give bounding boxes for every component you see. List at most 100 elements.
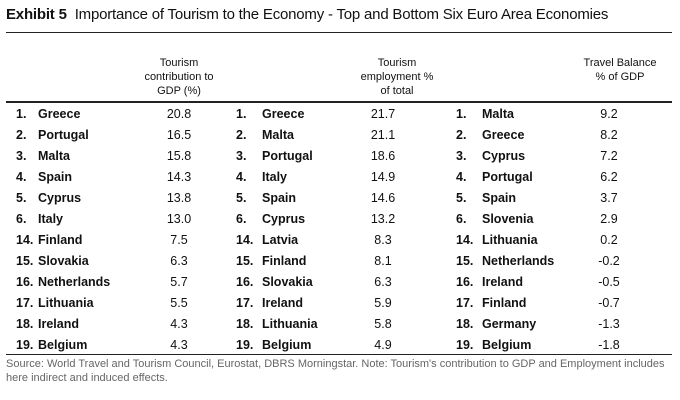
rank-cell: 3. xyxy=(456,149,467,163)
country-cell: Greece xyxy=(262,107,305,121)
country-cell: Spain xyxy=(262,191,297,205)
value-cell: 14.3 xyxy=(166,170,192,184)
value-cell: 21.1 xyxy=(370,128,396,142)
country-cell: Latvia xyxy=(262,233,299,247)
value-cell: 5.8 xyxy=(374,317,392,331)
value-cell: 5.9 xyxy=(374,296,392,310)
rank-cell: 2. xyxy=(456,128,467,142)
rank-cell: 18. xyxy=(16,317,34,331)
country-cell: Lithuania xyxy=(38,296,94,310)
value-cell: 7.2 xyxy=(600,149,618,163)
rank-cell: 6. xyxy=(456,212,467,226)
value-cell: -1.3 xyxy=(598,317,620,331)
value-cell: 20.8 xyxy=(166,107,192,121)
value-cell: 3.7 xyxy=(600,191,618,205)
table-row: 4. Spain 14.3 4. Italy 14.9 4. Portugal 6.2 xyxy=(6,167,672,188)
rank-cell: 18. xyxy=(456,317,474,331)
country-cell: Belgium xyxy=(262,338,312,352)
rank-cell: 4. xyxy=(16,170,27,184)
country-cell: Slovenia xyxy=(482,212,534,226)
country-cell: Ireland xyxy=(482,275,523,289)
table-row: 1. Greece 20.8 1. Greece 21.7 1. Malta 9.2 xyxy=(6,104,672,125)
country-cell: Finland xyxy=(482,296,527,310)
value-cell: 13.2 xyxy=(370,212,396,226)
rank-cell: 17. xyxy=(236,296,254,310)
table-row: 2. Portugal 16.5 2. Malta 21.1 2. Greece 8.2 xyxy=(6,125,672,146)
table-row: 19. Belgium 4.3 19. Belgium 4.9 19. Belgium -1.8 xyxy=(6,335,672,356)
country-cell: Netherlands xyxy=(38,275,111,289)
header-line: Tourism xyxy=(377,57,417,69)
title-text: Importance of Tourism to the Economy - T… xyxy=(74,6,609,23)
value-cell: 5.7 xyxy=(170,275,188,289)
value-cell: 4.3 xyxy=(170,338,188,352)
value-cell: 9.2 xyxy=(600,107,618,121)
value-cell: 14.9 xyxy=(370,170,396,184)
header-line: GDP (%) xyxy=(157,85,201,97)
value-cell: -0.2 xyxy=(598,254,620,268)
value-cell: 6.3 xyxy=(374,275,392,289)
table-row: 17. Lithuania 5.5 17. Ireland 5.9 17. Finland -0… xyxy=(6,293,672,314)
value-cell: 6.3 xyxy=(170,254,188,268)
table-row: 15. Slovakia 6.3 15. Finland 8.1 15. Netherland… xyxy=(6,251,672,272)
country-cell: Ireland xyxy=(262,296,303,310)
header-line: Tourism xyxy=(159,57,199,69)
country-cell: Slovakia xyxy=(262,275,313,289)
value-cell: 14.6 xyxy=(370,191,396,205)
column-header-employment: Tourism employment % of total xyxy=(334,56,460,98)
table-row: 18. Ireland 4.3 18. Lithuania 5.8 18. Germany -1… xyxy=(6,314,672,335)
country-cell: Ireland xyxy=(38,317,79,331)
value-cell: -0.7 xyxy=(598,296,620,310)
rank-cell: 16. xyxy=(456,275,474,289)
value-cell: 6.2 xyxy=(600,170,618,184)
rank-cell: 16. xyxy=(236,275,254,289)
country-cell: Slovakia xyxy=(38,254,89,268)
table-row: 14. Finland 7.5 14. Latvia 8.3 14. Lithuania 0.2 xyxy=(6,230,672,251)
country-cell: Cyprus xyxy=(482,149,526,163)
chart-title: Exhibit 5 Importance of Tourism to the Ec… xyxy=(6,6,674,23)
country-cell: Lithuania xyxy=(482,233,538,247)
country-cell: Belgium xyxy=(38,338,88,352)
rank-cell: 1. xyxy=(236,107,247,121)
rank-cell: 14. xyxy=(236,233,254,247)
country-cell: Malta xyxy=(262,128,294,142)
rank-cell: 15. xyxy=(456,254,474,268)
exhibit-label: Exhibit 5 xyxy=(6,6,67,23)
rank-cell: 15. xyxy=(16,254,34,268)
table-row: 6. Italy 13.0 6. Cyprus 13.2 6. Slovenia 2.9 xyxy=(6,209,672,230)
value-cell: 13.0 xyxy=(166,212,192,226)
country-cell: Spain xyxy=(482,191,517,205)
value-cell: -0.5 xyxy=(598,275,620,289)
country-cell: Italy xyxy=(262,170,288,184)
rank-cell: 19. xyxy=(16,338,34,352)
table-row: 16. Netherlands 5.7 16. Slovakia 6.3 16. Irelan… xyxy=(6,272,672,293)
rank-cell: 18. xyxy=(236,317,254,331)
rank-cell: 16. xyxy=(16,275,34,289)
country-cell: Malta xyxy=(482,107,514,121)
header-line: of total xyxy=(380,85,414,97)
value-cell: 0.2 xyxy=(600,233,618,247)
country-cell: Italy xyxy=(38,212,64,226)
value-cell: 13.8 xyxy=(166,191,192,205)
country-cell: Portugal xyxy=(482,170,533,184)
value-cell: 21.7 xyxy=(370,107,396,121)
rank-cell: 14. xyxy=(16,233,34,247)
country-cell: Portugal xyxy=(262,149,313,163)
value-cell: 8.1 xyxy=(374,254,392,268)
country-cell: Finland xyxy=(38,233,83,247)
table-row: 3. Malta 15.8 3. Portugal 18.6 3. Cyprus 7.2 xyxy=(6,146,672,167)
rank-cell: 2. xyxy=(236,128,247,142)
country-cell: Spain xyxy=(38,170,73,184)
column-header-gdp: Tourism contribution to GDP (%) xyxy=(118,56,240,98)
rank-cell: 14. xyxy=(456,233,474,247)
country-cell: Netherlands xyxy=(482,254,555,268)
bottom-rule xyxy=(6,354,672,355)
value-cell: 16.5 xyxy=(166,128,192,142)
country-cell: Finland xyxy=(262,254,307,268)
rank-cell: 4. xyxy=(456,170,467,184)
rank-cell: 19. xyxy=(456,338,474,352)
top-rule xyxy=(6,32,672,33)
rank-cell: 19. xyxy=(236,338,254,352)
header-rule xyxy=(6,101,672,103)
value-cell: 2.9 xyxy=(600,212,618,226)
rank-cell: 15. xyxy=(236,254,254,268)
